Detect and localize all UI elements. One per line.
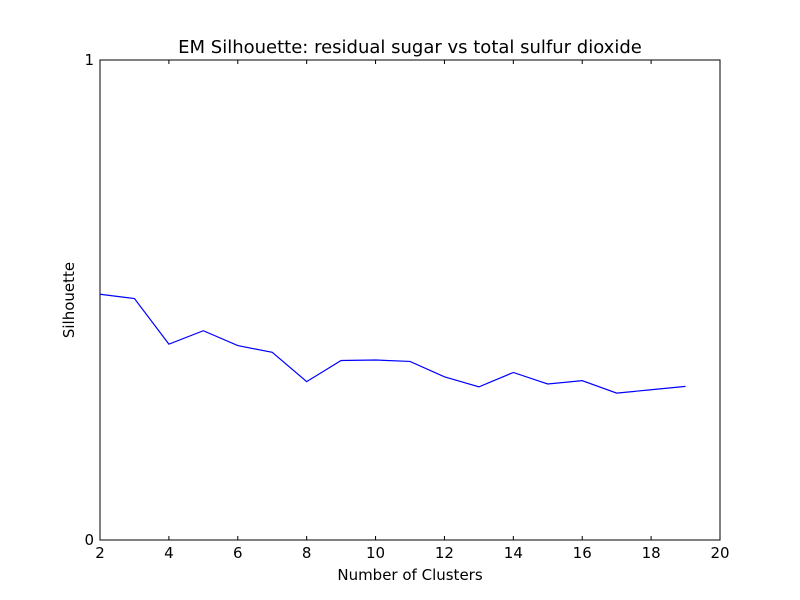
x-tick-label: 20	[710, 544, 729, 562]
x-tick-label: 18	[642, 544, 661, 562]
x-axis-label: Number of Clusters	[337, 566, 482, 584]
y-axis-label: Silhouette	[60, 262, 78, 338]
y-tick-label: 1	[84, 51, 94, 69]
x-tick-label: 4	[164, 544, 174, 562]
x-tick-label: 12	[435, 544, 454, 562]
x-tick-label: 14	[504, 544, 523, 562]
series-line	[99, 293, 686, 394]
y-tick-label: 0	[84, 531, 94, 549]
x-tick-label: 2	[95, 544, 105, 562]
x-tick-label: 6	[233, 544, 243, 562]
plot-frame	[99, 59, 721, 541]
x-axis: 2 4 6 8 10 12 14 16 18 20	[95, 60, 730, 562]
series-group	[99, 293, 686, 394]
x-tick-label: 16	[573, 544, 592, 562]
plot-area	[99, 59, 721, 541]
x-tick-label: 8	[302, 544, 312, 562]
y-axis: 01	[84, 51, 720, 549]
chart-title: EM Silhouette: residual sugar vs total s…	[178, 37, 642, 58]
x-tick-label: 10	[366, 544, 385, 562]
